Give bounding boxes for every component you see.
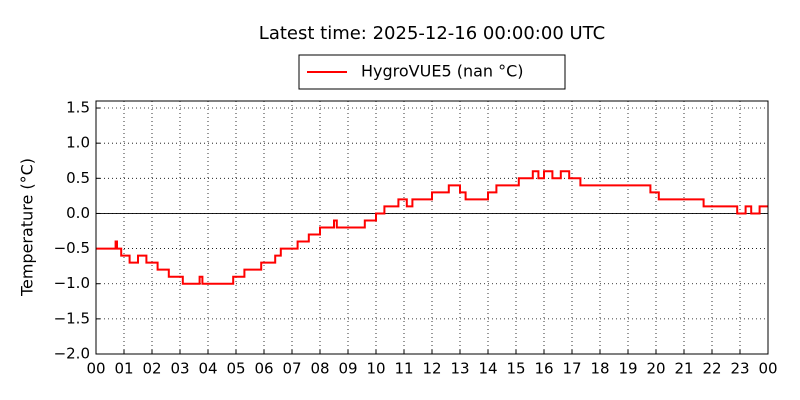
y-tick-label: 0.5 — [66, 169, 90, 187]
x-tick-label: 00 — [86, 360, 105, 378]
x-tick-label: 15 — [506, 360, 525, 378]
x-tick-label: 10 — [366, 360, 385, 378]
y-tick-label: −1.0 — [54, 274, 90, 292]
x-tick-label: 18 — [590, 360, 609, 378]
y-tick-label: 0.0 — [66, 204, 90, 222]
y-axis-label: Temperature (°C) — [18, 158, 37, 297]
x-tick-label: 21 — [674, 360, 693, 378]
y-tick-label: −1.5 — [54, 309, 90, 327]
y-tick-label: 1.5 — [66, 99, 90, 117]
x-tick-label: 14 — [478, 360, 497, 378]
y-tick-label: −0.5 — [54, 239, 90, 257]
x-tick-label: 11 — [394, 360, 413, 378]
x-tick-label: 06 — [254, 360, 273, 378]
x-tick-label: 13 — [450, 360, 469, 378]
x-tick-label: 22 — [702, 360, 721, 378]
x-tick-label: 03 — [170, 360, 189, 378]
x-tick-label: 08 — [310, 360, 329, 378]
x-tick-label: 04 — [198, 360, 217, 378]
x-tick-label: 19 — [618, 360, 637, 378]
x-tick-label: 01 — [114, 360, 133, 378]
plot-frame — [95, 100, 769, 355]
line-series — [96, 170, 768, 285]
legend-label: HygroVUE5 (nan °C) — [361, 62, 524, 81]
chart-title: Latest time: 2025-12-16 00:00:00 UTC — [259, 23, 605, 44]
legend-box — [298, 54, 566, 90]
x-tick-label: 02 — [142, 360, 161, 378]
y-tick-label: −2.0 — [54, 345, 90, 363]
x-tick-label: 00 — [758, 360, 777, 378]
x-tick-label: 20 — [646, 360, 665, 378]
x-tick-label: 23 — [730, 360, 749, 378]
x-tick-label: 16 — [534, 360, 553, 378]
x-tick-label: 07 — [282, 360, 301, 378]
x-tick-label: 05 — [226, 360, 245, 378]
y-tick-label: 1.0 — [66, 134, 90, 152]
x-tick-label: 12 — [422, 360, 441, 378]
x-tick-label: 17 — [562, 360, 581, 378]
x-tick-label: 09 — [338, 360, 357, 378]
